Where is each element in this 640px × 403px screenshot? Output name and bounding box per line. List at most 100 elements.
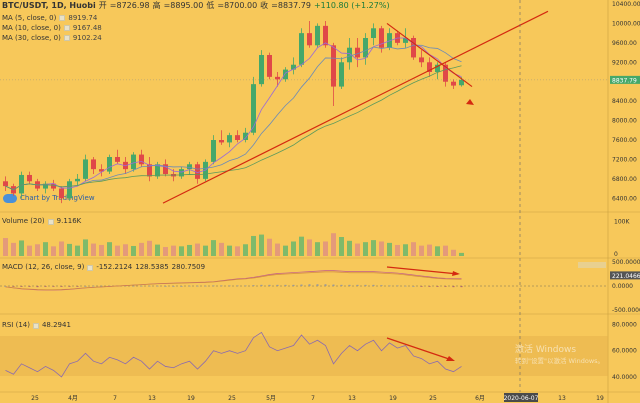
- visibility-checkbox-icon[interactable]: [32, 322, 39, 329]
- volume-bar: [99, 244, 104, 256]
- volume-bar: [323, 241, 328, 256]
- ma-legend-value: 9102.24: [72, 33, 102, 42]
- macd-hist-bar: [420, 286, 423, 287]
- volume-bar: [3, 238, 8, 256]
- volume-bar: [83, 239, 88, 256]
- macd-hist-bar: [404, 285, 407, 287]
- volume-bar: [259, 234, 264, 256]
- macd-hist-bar: [140, 285, 143, 287]
- macd-hist-bar: [340, 284, 343, 286]
- price-tick-label: 9200.00: [612, 59, 637, 66]
- candle-body: [307, 33, 312, 46]
- macd-hist-bar: [20, 286, 23, 287]
- ma-legend-row[interactable]: MA (30, close, 0) 9102.24: [2, 33, 102, 43]
- volume-bar: [227, 245, 232, 256]
- macd-divergence-arrow: [386, 266, 459, 275]
- macd-hist-bar: [180, 286, 183, 287]
- tradingview-watermark[interactable]: Chart by TradingView: [3, 194, 95, 203]
- volume-bar: [435, 246, 440, 256]
- change-value: +110.80 (+1.27%): [313, 1, 390, 10]
- candle-body: [75, 178, 80, 182]
- candle: [211, 135, 216, 165]
- visibility-checkbox-icon[interactable]: [59, 15, 66, 21]
- candle-body: [403, 38, 408, 43]
- macd-hist-bar: [356, 284, 359, 286]
- macd-hist-bar: [100, 285, 103, 287]
- time-tick-label: 13: [348, 395, 356, 402]
- volume-bar: [283, 245, 288, 256]
- volume-bar: [163, 247, 168, 256]
- volume-bar: [403, 244, 408, 256]
- candle: [411, 35, 416, 60]
- volume-bar: [275, 243, 280, 256]
- macd-hist-bar: [252, 285, 255, 286]
- candle-body: [235, 135, 240, 140]
- candle: [235, 130, 240, 143]
- candle-body: [107, 157, 112, 172]
- volume-legend: Volume (20) 9.116K: [2, 218, 81, 225]
- visibility-checkbox-icon[interactable]: [87, 264, 94, 271]
- visibility-checkbox-icon[interactable]: [63, 35, 70, 41]
- rsi-band: [0, 336, 608, 376]
- volume-bar: [267, 238, 272, 256]
- candle-body: [371, 28, 376, 38]
- price-tick-label: 10000.00: [612, 20, 640, 27]
- price-tick-label: 10400.00: [612, 1, 640, 8]
- ma-legend-label: MA (10, close, 0): [2, 23, 61, 32]
- high-label: 高: [152, 1, 161, 10]
- candle: [299, 28, 304, 68]
- volume-bar: [59, 241, 64, 256]
- rsi-tick-label: 40.0000: [612, 374, 637, 381]
- macd-hist-bar: [276, 284, 279, 286]
- volume-bar: [115, 245, 120, 256]
- macd-hist-bar: [372, 284, 375, 286]
- candle-body: [339, 62, 344, 87]
- candle: [355, 38, 360, 68]
- candle-body: [363, 38, 368, 58]
- time-tick-label: 25: [31, 395, 39, 402]
- candle-body: [83, 159, 88, 179]
- macd-hist-bar: [228, 285, 231, 287]
- macd-value-2: 128.5385: [135, 263, 169, 271]
- candle-body: [179, 169, 184, 177]
- high-value: =8895.00: [163, 1, 204, 10]
- candle-body: [315, 25, 320, 46]
- cursor-date-tag: [504, 393, 538, 402]
- visibility-checkbox-icon[interactable]: [47, 218, 54, 225]
- macd-hist-bar: [188, 285, 191, 287]
- candle: [91, 157, 96, 174]
- volume-bar: [147, 240, 152, 256]
- volume-bar: [315, 242, 320, 256]
- downtrend-arrow-icon: [466, 99, 474, 105]
- current-price-tag: [610, 75, 640, 84]
- ma-legend-label: MA (5, close, 0): [2, 13, 57, 22]
- macd-hist-bar: [364, 284, 367, 286]
- macd-hist-bar: [436, 286, 439, 287]
- macd-hist-bar: [4, 286, 7, 287]
- candle: [147, 157, 152, 182]
- ma-legend-row[interactable]: MA (10, close, 0) 9167.48: [2, 23, 102, 33]
- volume-bar: [243, 244, 248, 256]
- candle: [27, 171, 32, 184]
- candle-body: [347, 47, 352, 63]
- candle: [227, 132, 232, 148]
- volume-bar: [19, 240, 24, 256]
- candle: [283, 67, 288, 82]
- candle: [67, 178, 72, 201]
- volume-bar: [411, 242, 416, 256]
- visibility-checkbox-icon[interactable]: [63, 25, 70, 31]
- rsi-value: 48.2941: [41, 321, 71, 329]
- candle-body: [27, 174, 32, 182]
- candle-body: [331, 45, 336, 87]
- macd-hist-bar: [76, 286, 79, 287]
- chart-header: BTC/USDT, 1D, Huobi 开 =8726.98 高 =8895.00 …: [2, 2, 390, 10]
- windows-activation-subtitle: 转到"设置"以激活 Windows。: [515, 357, 605, 365]
- volume-bar: [187, 244, 192, 256]
- ma-legend-row[interactable]: MA (5, close, 0) 8919.74: [2, 13, 102, 23]
- candle: [291, 57, 296, 75]
- price-tick-label: 6800.00: [612, 176, 637, 183]
- macd-value-tag: [610, 271, 640, 280]
- candle-body: [219, 140, 224, 143]
- candle-body: [243, 132, 248, 140]
